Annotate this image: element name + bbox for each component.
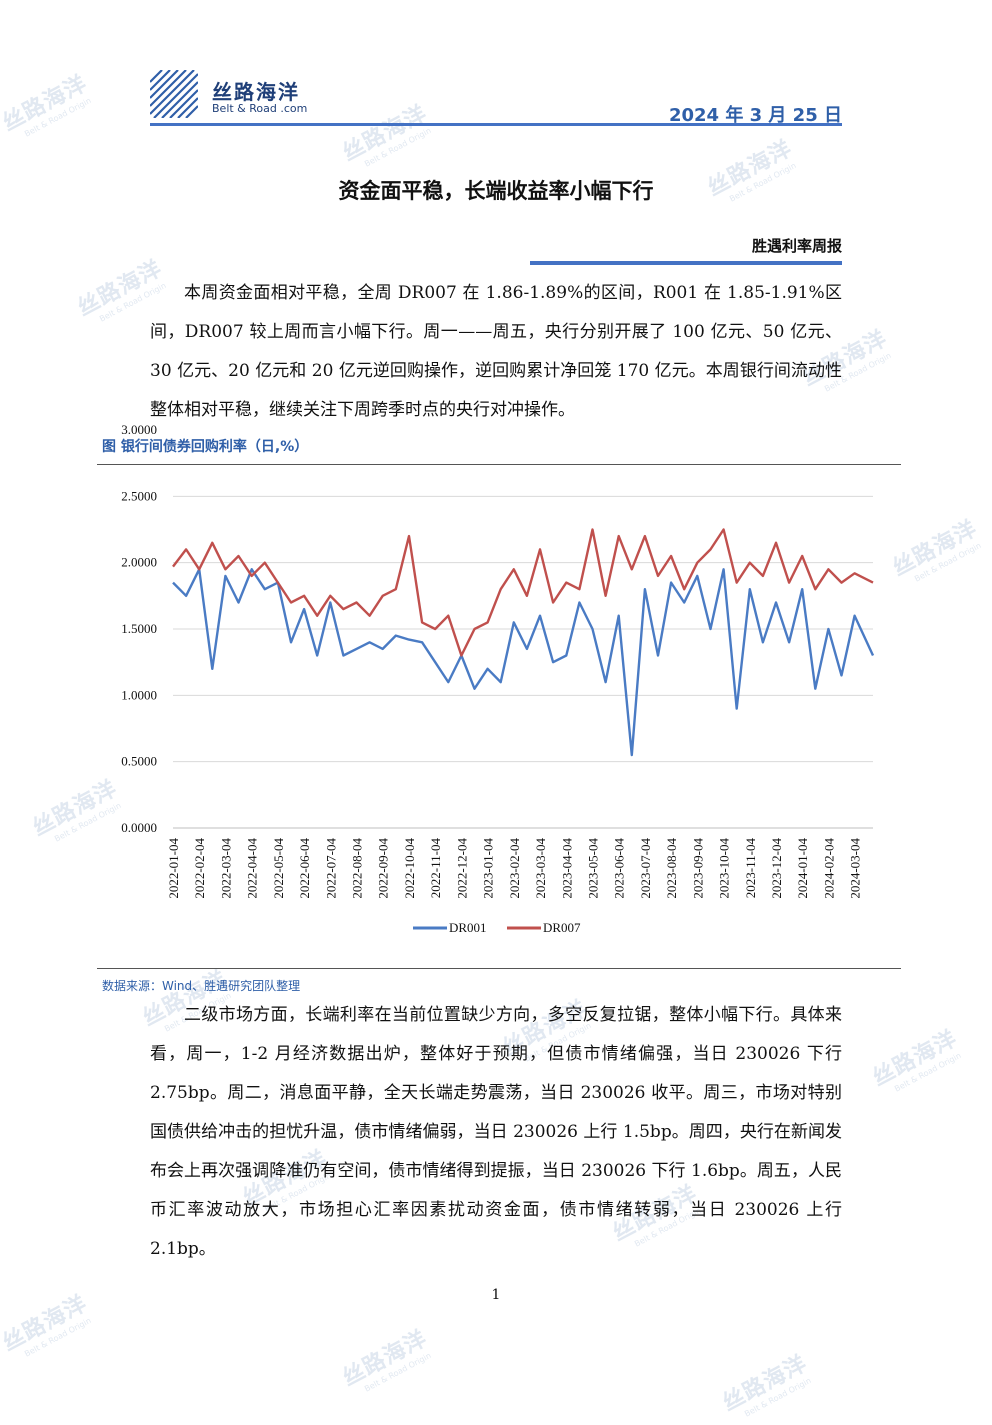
logo-icon xyxy=(150,70,198,118)
x-tick-label: 2022-11-04 xyxy=(428,838,443,899)
watermark-subtext: Belt & Road Origin xyxy=(23,95,93,139)
figure-caption: 图 银行间债券回购利率（日,%） xyxy=(102,439,309,455)
x-tick-label: 2024-03-04 xyxy=(848,838,863,899)
paragraph-bond-market: 二级市场方面，长端利率在当前位置缺少方向，多空反复拉锯，整体小幅下行。具体来看，… xyxy=(150,1005,842,1259)
x-tick-label: 2023-08-04 xyxy=(664,838,679,899)
x-tick-label: 2023-11-04 xyxy=(743,838,758,899)
x-tick-label: 2022-02-04 xyxy=(192,838,207,899)
x-tick-label: 2023-03-04 xyxy=(533,838,548,899)
watermark-subtext: Belt & Road Origin xyxy=(913,540,983,584)
watermark: 丝路海洋 Belt & Road Origin xyxy=(336,96,436,175)
x-tick-label: 2023-09-04 xyxy=(690,838,705,899)
figure-bottom-rule xyxy=(97,968,901,969)
x-tick-label: 2023-01-04 xyxy=(481,838,496,899)
y-tick-label: 0.0000 xyxy=(121,820,157,835)
series-line-dr001 xyxy=(172,568,875,757)
x-tick-label: 2023-02-04 xyxy=(507,838,522,899)
watermark-text: 丝路海洋 xyxy=(0,71,92,137)
x-tick-label: 2023-05-04 xyxy=(585,838,600,899)
watermark: 丝路海洋 Belt & Road Origin xyxy=(0,66,96,145)
y-tick-label: 1.5000 xyxy=(121,621,157,636)
page-number: 1 xyxy=(491,1287,501,1303)
watermark-text: 丝路海洋 xyxy=(888,516,982,582)
watermark-text: 丝路海洋 xyxy=(338,101,432,167)
x-tick-label: 2022-06-04 xyxy=(297,838,312,899)
report-date: 2024 年 3 月 25 日 xyxy=(668,105,842,126)
x-tick-label: 2022-01-04 xyxy=(166,838,181,899)
watermark-subtext: Belt & Road Origin xyxy=(23,1315,93,1359)
x-tick-label: 2023-06-04 xyxy=(612,838,627,899)
watermark-text: 丝路海洋 xyxy=(718,1351,812,1417)
repo-rate-chart: 0.0000 0.5000 1.0000 1.5000 2.0000 2.5000 3.00… xyxy=(121,422,875,935)
x-tick-label: 2024-01-04 xyxy=(795,838,810,899)
series-line-dr007 xyxy=(172,528,874,657)
watermark-subtext: Belt & Road Origin xyxy=(893,1050,963,1094)
header-divider xyxy=(150,123,842,126)
document-title: 资金面平稳，长端收益率小幅下行 xyxy=(338,179,654,203)
watermark-text: 丝路海洋 xyxy=(338,1326,432,1392)
logo-subtext: Belt & Road .com xyxy=(212,102,308,115)
x-tick-label: 2022-08-04 xyxy=(350,838,365,899)
watermark-subtext: Belt & Road Origin xyxy=(363,1350,433,1394)
x-tick-label: 2022-03-04 xyxy=(218,838,233,899)
legend-label-dr001: DR001 xyxy=(449,920,487,935)
x-tick-label: 2022-04-04 xyxy=(245,838,260,899)
y-tick-label: 0.5000 xyxy=(121,754,157,769)
logo-text: 丝路海洋 xyxy=(212,80,300,104)
figure-top-rule xyxy=(97,464,901,465)
watermark: 丝路海洋 Belt & Road Origin xyxy=(716,1346,816,1425)
report-type: 胜遇利率周报 xyxy=(751,237,842,255)
watermark-subtext: Belt & Road Origin xyxy=(743,1375,813,1419)
x-tick-label: 2022-10-04 xyxy=(402,838,417,899)
legend-label-dr007: DR007 xyxy=(543,920,581,935)
x-tick-label: 2023-07-04 xyxy=(638,838,653,899)
watermark: 丝路海洋 Belt & Road Origin xyxy=(866,1021,966,1100)
x-tick-label: 2024-02-04 xyxy=(821,838,836,899)
x-tick-label: 2022-09-04 xyxy=(376,838,391,899)
figure-source: 数据来源：Wind、胜遇研究团队整理 xyxy=(102,979,301,993)
report-type-underline xyxy=(530,261,842,265)
watermark-text: 丝路海洋 xyxy=(868,1026,962,1092)
y-tick-label: 2.5000 xyxy=(121,488,157,503)
y-tick-label: 1.0000 xyxy=(121,687,157,702)
x-tick-label: 2022-05-04 xyxy=(271,838,286,899)
x-tick-label: 2022-12-04 xyxy=(454,838,469,899)
x-tick-label: 2023-12-04 xyxy=(769,838,784,899)
watermark: 丝路海洋 Belt & Road Origin xyxy=(336,1321,436,1400)
x-tick-label: 2022-07-04 xyxy=(323,838,338,899)
paragraph-liquidity: 本周资金面相对平稳，全周 DR007 在 1.86-1.89%的区间，R001 … xyxy=(150,283,842,420)
y-tick-label: 3.0000 xyxy=(121,422,157,437)
watermark-subtext: Belt & Road Origin xyxy=(363,125,433,169)
x-tick-label: 2023-04-04 xyxy=(559,838,574,899)
x-tick-label: 2023-10-04 xyxy=(717,838,732,899)
y-tick-label: 2.0000 xyxy=(121,555,157,570)
